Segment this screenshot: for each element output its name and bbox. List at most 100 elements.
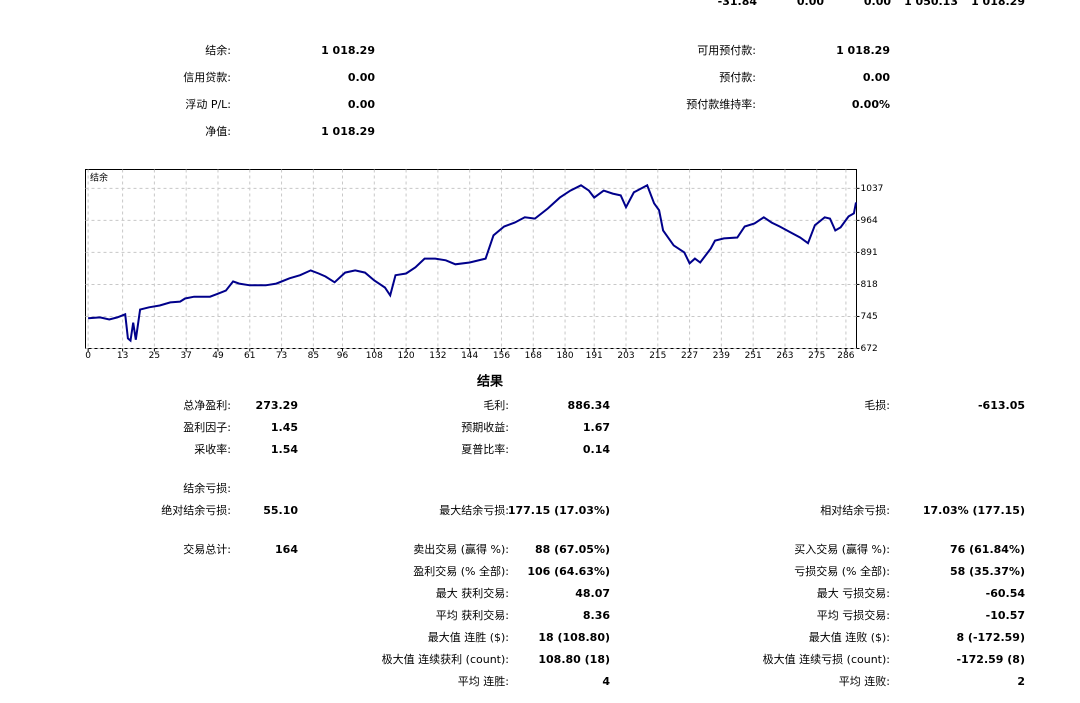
summary-value: 1 018.29 (971, 0, 1025, 8)
x-tick-label: 263 (776, 351, 793, 361)
result-label: 夏普比率: (461, 442, 509, 456)
result-value: 177.15 (17.03%) (508, 504, 610, 517)
y-tick-label: 818 (861, 280, 878, 290)
y-tick-label: 964 (861, 216, 878, 226)
result-value: 18 (108.80) (538, 631, 610, 644)
account-value: 1 018.29 (836, 44, 890, 57)
result-value: 8 (-172.59) (956, 631, 1025, 644)
account-label: 可用预付款: (697, 43, 756, 57)
account-value: 0.00 (863, 71, 890, 84)
result-value: 0.14 (583, 443, 610, 456)
result-value: -613.05 (978, 399, 1025, 412)
result-value: 886.34 (568, 399, 611, 412)
x-tick-label: 215 (649, 351, 666, 361)
balance-line (88, 183, 857, 343)
result-label: 交易总计: (183, 542, 231, 556)
result-label: 毛利: (483, 399, 509, 412)
result-value: 106 (64.63%) (527, 565, 610, 578)
x-tick-label: 108 (366, 351, 383, 361)
result-label: 最大结余亏损: (439, 503, 509, 517)
x-tick-label: 96 (337, 351, 349, 361)
summary-value: 0.00 (797, 0, 824, 8)
account-value: 1 018.29 (321, 44, 375, 57)
y-tick-label: 745 (861, 312, 878, 322)
x-tick-label: 0 (85, 351, 91, 361)
result-label: 预期收益: (461, 420, 509, 434)
result-value: 55.10 (263, 504, 298, 517)
result-value: 1.67 (583, 421, 610, 434)
result-label: 结余亏损: (183, 481, 231, 495)
x-tick-label: 239 (713, 351, 730, 361)
account-label: 信用贷款: (183, 70, 231, 84)
result-value: 4 (602, 675, 610, 688)
result-label: 买入交易 (赢得 %): (794, 542, 890, 556)
summary-value: 0.00 (864, 0, 891, 8)
x-tick-label: 37 (180, 351, 191, 361)
x-tick-label: 156 (493, 351, 510, 361)
result-label: 最大 获利交易: (436, 586, 509, 600)
result-value: -10.57 (986, 609, 1025, 622)
result-label: 相对结余亏损: (820, 503, 890, 517)
summary-value: 1 050.13 (904, 0, 958, 8)
result-value: 76 (61.84%) (950, 543, 1025, 556)
result-label: 卖出交易 (赢得 %): (413, 542, 509, 556)
result-value: 48.07 (575, 587, 610, 600)
result-label: 亏损交易 (% 全部): (794, 564, 890, 578)
result-label: 盈利交易 (% 全部): (413, 564, 509, 578)
chart-title: 结余 (90, 172, 108, 184)
x-tick-label: 286 (837, 351, 854, 361)
x-tick-label: 85 (308, 351, 319, 361)
x-tick-label: 227 (681, 351, 698, 361)
result-value: 17.03% (177.15) (923, 504, 1025, 517)
result-label: 最大值 连败 ($): (809, 630, 890, 644)
result-label: 最大值 连胜 ($): (428, 630, 509, 644)
results-title: 结果 (477, 374, 503, 390)
result-value: 1.54 (271, 443, 298, 456)
account-value: 0.00 (348, 71, 375, 84)
result-label: 平均 连胜: (458, 674, 509, 688)
account-value: 0.00 (348, 98, 375, 111)
result-value: 1.45 (271, 421, 298, 434)
x-tick-label: 49 (212, 351, 224, 361)
y-tick-label: 672 (861, 344, 878, 354)
result-value: 164 (275, 543, 298, 556)
result-value: 273.29 (256, 399, 298, 412)
x-tick-label: 191 (586, 351, 603, 361)
account-value: 1 018.29 (321, 125, 375, 138)
account-label: 预付款: (719, 70, 756, 84)
x-tick-label: 61 (244, 351, 255, 361)
x-tick-label: 132 (429, 351, 446, 361)
result-label: 最大 亏损交易: (817, 586, 890, 600)
result-value: 88 (67.05%) (535, 543, 610, 556)
chart-frame (85, 169, 857, 349)
result-label: 平均 连败: (839, 674, 890, 688)
result-label: 极大值 连续获利 (count): (382, 652, 509, 666)
result-label: 盈利因子: (183, 421, 231, 434)
x-tick-label: 13 (117, 351, 128, 361)
account-label: 净值: (205, 124, 231, 138)
account-label: 预付款维持率: (686, 97, 756, 111)
x-tick-label: 168 (525, 351, 542, 361)
result-value: 2 (1017, 675, 1025, 688)
result-label: 平均 获利交易: (436, 608, 509, 622)
result-value: -172.59 (8) (956, 653, 1025, 666)
y-tick-label: 891 (861, 248, 878, 258)
y-tick-label: 1037 (861, 184, 884, 194)
result-label: 总净盈利: (183, 398, 231, 412)
x-tick-label: 73 (276, 351, 287, 361)
account-label: 结余: (205, 43, 231, 57)
account-label: 浮动 P/L: (185, 98, 231, 111)
result-label: 毛损: (864, 398, 890, 412)
x-tick-label: 275 (808, 351, 825, 361)
summary-value: -31.84 (718, 0, 758, 8)
account-value: 0.00% (852, 98, 890, 111)
result-label: 采收率: (194, 442, 231, 456)
x-tick-label: 120 (397, 351, 414, 361)
result-value: -60.54 (986, 587, 1026, 600)
result-value: 108.80 (18) (538, 653, 610, 666)
x-tick-label: 251 (745, 351, 762, 361)
result-label: 极大值 连续亏损 (count): (763, 652, 890, 666)
result-value: 58 (35.37%) (950, 565, 1025, 578)
x-tick-label: 144 (461, 351, 478, 361)
